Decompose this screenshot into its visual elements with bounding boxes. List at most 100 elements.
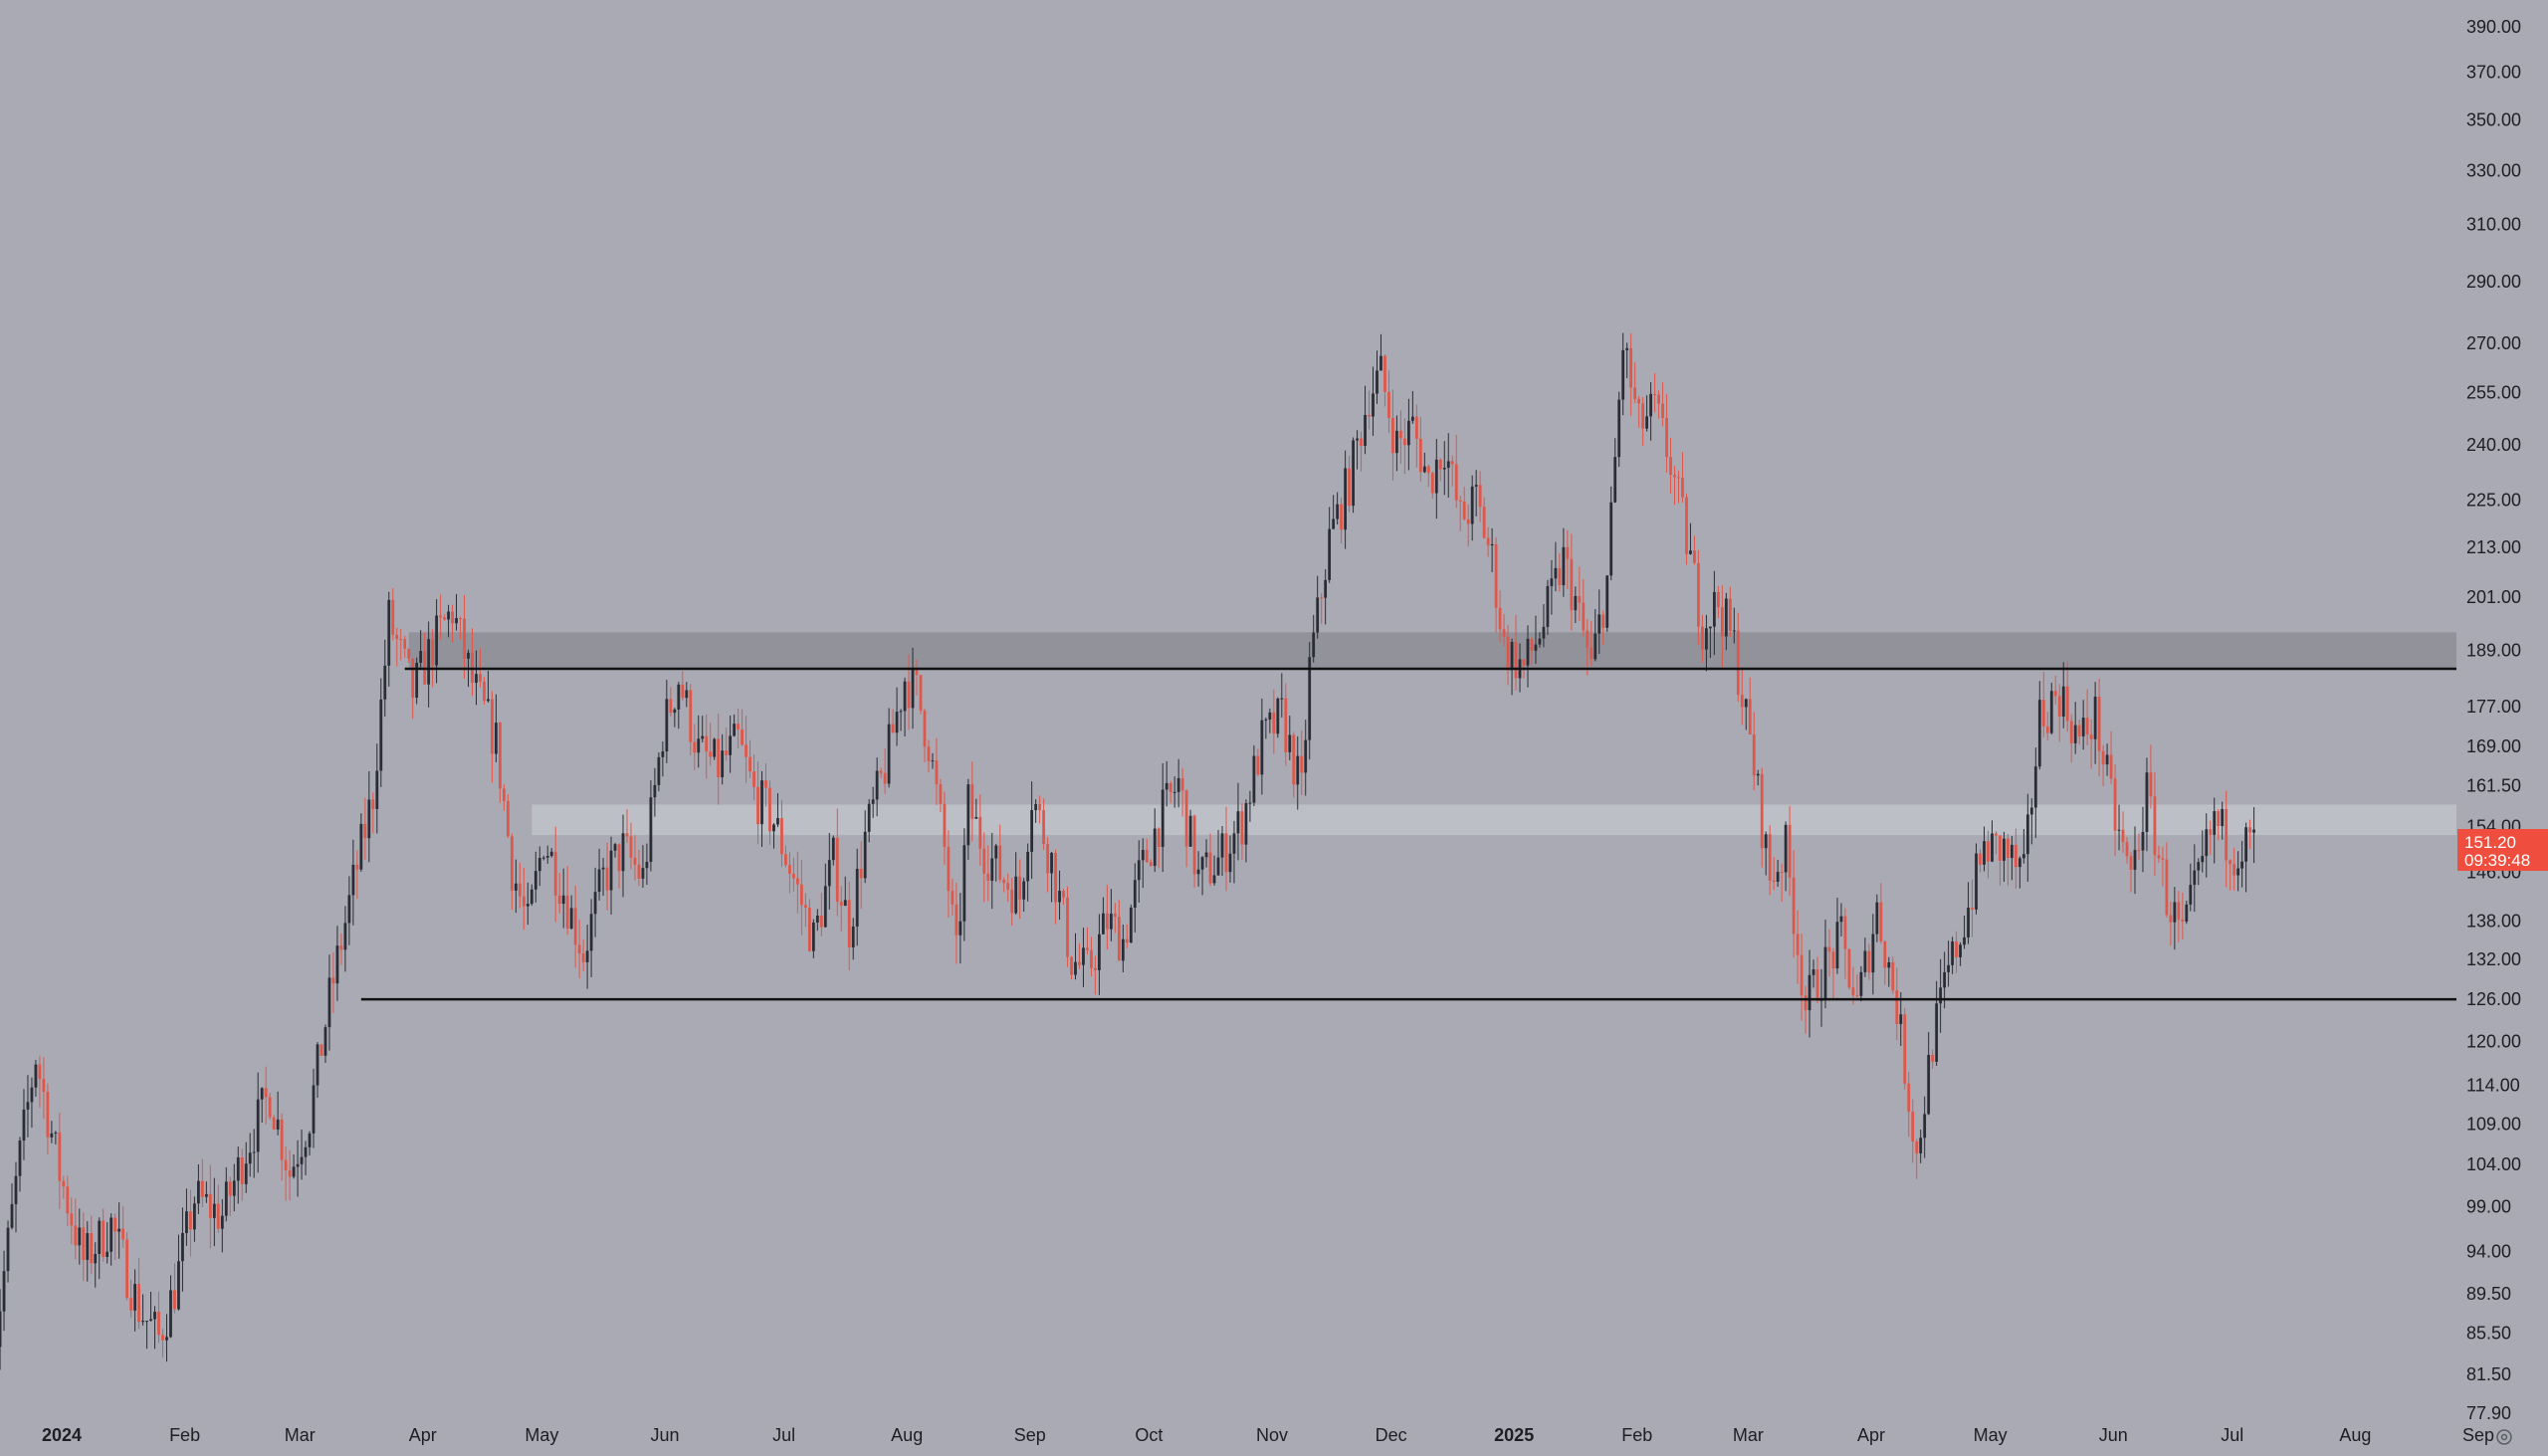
candle-body: [2240, 861, 2244, 869]
candle-body: [2133, 850, 2137, 870]
candle-body: [193, 1203, 196, 1230]
candle-body: [1772, 880, 1776, 882]
candle-body: [1232, 833, 1236, 854]
candle-body: [1038, 803, 1042, 811]
x-tick-label: Aug: [891, 1425, 923, 1445]
candle-body: [1204, 852, 1208, 858]
candle-body: [1466, 519, 1470, 524]
candle-body: [549, 851, 553, 857]
candle-body: [200, 1180, 204, 1197]
candle-body: [907, 681, 911, 709]
candle-body: [1296, 755, 1300, 785]
candle-body: [2173, 902, 2177, 923]
y-tick-label: 114.00: [2466, 1076, 2520, 1096]
candle-body: [208, 1193, 212, 1218]
candle-body: [1470, 486, 1474, 524]
candle-body: [1716, 591, 1720, 608]
candle-body: [1129, 908, 1133, 943]
candle-body: [681, 684, 685, 699]
candle-body: [2093, 697, 2097, 739]
candle-body: [2003, 838, 2006, 861]
candle-body: [1903, 1014, 1907, 1084]
y-tick-label: 201.00: [2466, 587, 2521, 607]
candle-body: [756, 786, 759, 825]
candle-body: [1109, 914, 1113, 930]
candle-body: [919, 675, 923, 711]
candle-body: [46, 1092, 50, 1138]
candle-body: [1979, 853, 1982, 865]
candle-body: [1236, 811, 1240, 834]
y-tick-label: 213.00: [2466, 537, 2521, 557]
candle-body: [748, 756, 751, 772]
candle-body: [296, 1163, 300, 1167]
x-tick-label: Dec: [1376, 1425, 1407, 1445]
candle-body: [697, 738, 701, 753]
candle-body: [335, 945, 339, 984]
candle-body: [1288, 734, 1292, 752]
candle-body: [1172, 791, 1176, 793]
candle-body: [1316, 597, 1320, 633]
candle-body: [1383, 355, 1386, 392]
candle-body: [2097, 697, 2101, 751]
candle-body: [248, 1152, 252, 1164]
candle-body: [931, 760, 935, 762]
candle-body: [1422, 466, 1426, 473]
zones-layer: [408, 632, 2457, 836]
candle-body: [260, 1088, 264, 1100]
candle-body: [530, 889, 533, 905]
candle-body: [1764, 834, 1768, 849]
candle-body: [657, 756, 661, 785]
candle-body: [1046, 843, 1049, 874]
gear-icon[interactable]: [2496, 1429, 2512, 1445]
candle-body: [113, 1217, 117, 1232]
candle-body: [439, 615, 442, 618]
candle-body: [899, 711, 903, 713]
x-tick-label: Mar: [285, 1425, 316, 1445]
candle-body: [601, 867, 605, 870]
candle-body: [2033, 766, 2037, 808]
candle-body: [1216, 857, 1220, 876]
candle-body: [316, 1044, 319, 1086]
y-tick-label: 109.00: [2466, 1114, 2521, 1134]
candle-body: [1661, 403, 1664, 418]
candle-body: [181, 1233, 184, 1262]
candle-body: [1498, 607, 1502, 630]
candle-body: [859, 868, 863, 879]
candle-body: [2189, 885, 2193, 905]
candle-body: [772, 824, 775, 832]
y-tick-label: 225.00: [2466, 491, 2521, 511]
candle-body: [1168, 782, 1172, 792]
y-tick-label: 104.00: [2466, 1154, 2521, 1174]
candle-body: [633, 857, 637, 865]
candle-body: [236, 1157, 240, 1181]
candle-body: [2021, 854, 2025, 859]
candle-body: [82, 1227, 86, 1260]
candle-body: [1839, 916, 1843, 923]
x-tick-label: Feb: [169, 1425, 200, 1445]
candle-body: [1991, 833, 1994, 862]
candle-body: [407, 648, 411, 659]
candle-body: [387, 599, 391, 666]
candle-body: [1582, 602, 1586, 631]
candles-layer: [0, 332, 2255, 1370]
candle-body: [403, 639, 407, 649]
candle-body: [2017, 858, 2021, 868]
candle-body: [216, 1203, 220, 1229]
candle-body: [800, 884, 803, 906]
candle-body: [1891, 961, 1895, 991]
candle-body: [1911, 1111, 1915, 1142]
time-axis[interactable]: 2024 Feb Mar Apr May Jun Jul Aug Sep Oct Nov Dec 202…: [42, 1425, 2494, 1445]
candle-body: [2117, 829, 2121, 831]
candle-body: [145, 1321, 148, 1323]
candle-body: [565, 895, 569, 929]
candle-body: [276, 1119, 280, 1130]
candle-body: [443, 617, 446, 620]
candle-body: [1554, 567, 1558, 579]
candle-body: [768, 787, 771, 832]
candle-body: [1720, 607, 1724, 637]
candle-body: [1526, 638, 1530, 666]
candle-body: [990, 858, 994, 881]
candle-body: [1058, 891, 1061, 903]
